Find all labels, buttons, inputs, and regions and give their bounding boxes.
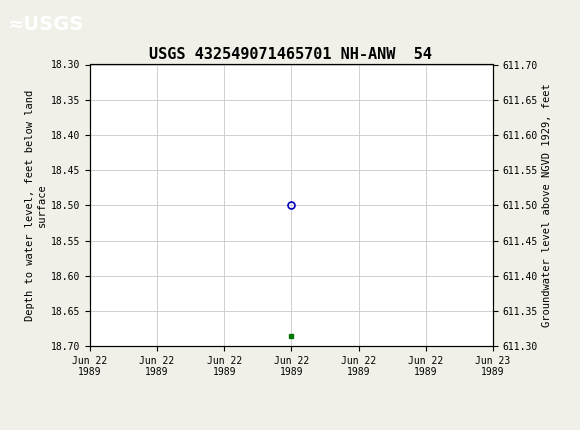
Text: USGS 432549071465701 NH-ANW  54: USGS 432549071465701 NH-ANW 54 (148, 47, 432, 62)
Y-axis label: Groundwater level above NGVD 1929, feet: Groundwater level above NGVD 1929, feet (542, 83, 552, 327)
Text: ≈USGS: ≈USGS (8, 15, 84, 34)
Y-axis label: Depth to water level, feet below land
surface: Depth to water level, feet below land su… (25, 90, 46, 321)
